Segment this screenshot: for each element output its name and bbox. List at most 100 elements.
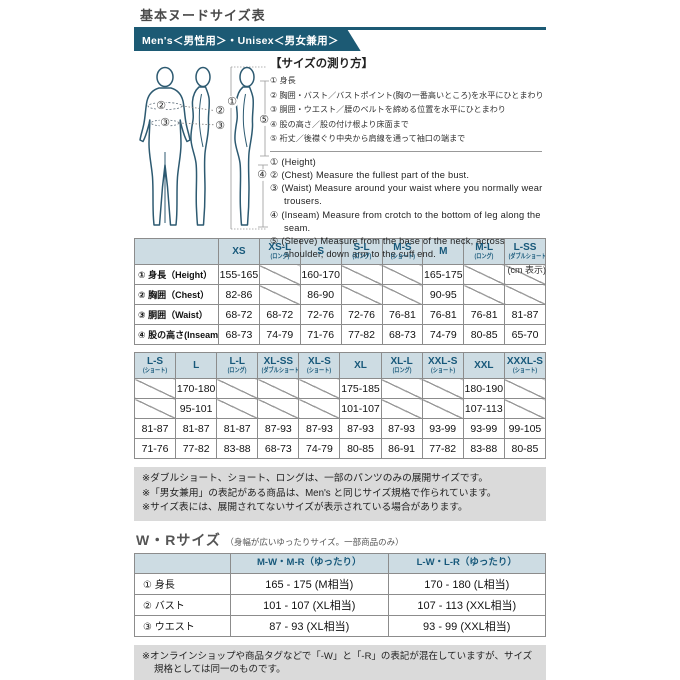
size-value-cell: 77-82 [421, 438, 464, 459]
size-value-cell: 76-81 [422, 304, 465, 325]
column-header: L-S (ショート) [133, 352, 177, 379]
wr-size-table: M-W・M-R（ゆったり） L-W・L-R（ゆったり） ① 身長 165 - 175 … [134, 552, 546, 637]
row-label: ① 身長（Height） [134, 264, 219, 285]
note-line: ※「男女兼用」の表記がある商品は、Men's と同じサイズ規格で作られています。 [142, 487, 497, 499]
empty-cell [504, 284, 546, 305]
size-value-cell: 101 - 107 (XL相当) [230, 593, 389, 616]
size-table-notes: ※ダブルショート、ショート、ロングは、一部のパンツのみの展開サイズです。 ※「男… [134, 467, 546, 521]
size-value-cell: 107 - 113 (XXL相当) [387, 593, 546, 616]
note-line: ※ダブルショート、ショート、ロングは、一部のパンツのみの展開サイズです。 [142, 473, 489, 484]
jp-step-sleeve: ⑤ 裄丈／後襟ぐり中央から肩線を通って袖口の端まで [270, 134, 466, 144]
table-row: ④ 股の高さ(Inseam) 68-73 74-79 71-76 77-82 68-73 7… [134, 324, 546, 345]
note-line: ※サイズ表には、展開されてないサイズが表示されている場合があります。 [142, 502, 468, 514]
empty-cell [340, 284, 383, 305]
row-label: ③ ウエスト [134, 614, 231, 637]
jp-step-chest: ② 胸囲・バスト／バストポイント(胸の一番高いところ)を水平にひとまわり [270, 90, 544, 100]
empty-cell [133, 398, 177, 419]
chest-connector-line [181, 105, 219, 112]
size-value-cell: 74-79 [258, 324, 301, 345]
size-value-cell: 68-72 [258, 304, 301, 325]
table-row: 71-76 77-82 83-88 68-73 74-79 80-85 86-91 77-82… [133, 438, 547, 459]
column-header: M-L (ロング) [463, 238, 506, 265]
instructions-japanese: ① 身長 ② 胸囲・バスト／バストポイント(胸の一番高いところ)を水平にひとまわ… [270, 74, 546, 147]
table-row: ③ 胴囲（Waist） 68-72 68-72 72-76 72-76 76-81 76-8… [134, 304, 546, 325]
size-value-cell: 90-95 [422, 284, 465, 305]
column-header: M-S (ショート) [381, 238, 424, 265]
column-header: XXL [462, 352, 505, 379]
size-value-cell: 93 - 99 (XXL相当) [387, 614, 546, 637]
table-row: ② バスト 101 - 107 (XL相当) 107 - 113 (XXL相当) [134, 593, 546, 616]
header-row: XS XS-L (ロング) S S-L (ロング) M-S (ショート) M M-L (ロング) L-… [134, 238, 546, 265]
height-marker: ① [226, 96, 238, 108]
size-value-cell: 86-90 [299, 284, 342, 305]
size-value-cell: 87 - 93 (XL相当) [230, 614, 389, 637]
table-row: 170-180 175-185 180-190 [133, 378, 547, 399]
jp-step-height: ① 身長 [270, 76, 296, 85]
size-value-cell: 107-113 [462, 398, 505, 419]
empty-cell [133, 378, 177, 399]
empty-cell [298, 378, 341, 399]
empty-cell [463, 264, 506, 285]
column-header: XL-SS (ダブルショート) [257, 352, 300, 379]
page-title: 基本ヌードサイズ表 [140, 8, 266, 23]
empty-cell [421, 378, 464, 399]
size-value-cell: 71-76 [133, 438, 177, 459]
en-step-sleeve: ⑤ (Sleeve) Measure from the base of the … [270, 235, 505, 260]
title-rule [134, 27, 546, 30]
column-header: L-SS (ダブルショート) [504, 238, 546, 265]
empty-cell [381, 264, 424, 285]
size-value-cell: 87-93 [257, 418, 300, 439]
en-step-inseam: ④ (Inseam) Measure from crotch to the bo… [270, 209, 541, 233]
empty-cell [381, 284, 424, 305]
empty-cell [298, 398, 341, 419]
size-value-cell: 76-81 [381, 304, 424, 325]
empty-cell [216, 398, 259, 419]
jp-step-inseam: ④ 股の高さ／股の付け根より床面まで [270, 119, 409, 129]
size-value-cell: 72-76 [299, 304, 342, 325]
column-header: XL-L (ロング) [380, 352, 423, 379]
front-figure [139, 66, 191, 226]
size-value-cell: 83-88 [462, 438, 505, 459]
size-value-cell: 68-72 [218, 304, 260, 325]
size-value-cell: 87-93 [339, 418, 382, 439]
en-step-waist: ③ (Waist) Measure around your waist wher… [270, 183, 543, 207]
empty-cell [257, 398, 300, 419]
size-value-cell: 175-185 [339, 378, 382, 399]
empty-cell [463, 284, 506, 305]
wr-size-heading: W・Rサイズ [136, 531, 221, 548]
mens-size-table-upper: XS XS-L (ロング) S S-L (ロング) M-S (ショート) M M-L (ロング) L-… [134, 238, 546, 345]
mens-size-table-lower: L-S (ショート) L L-L (ロング) XL-SS (ダブルショート) XL-S (ショー… [133, 352, 547, 459]
size-value-cell: 65-70 [504, 324, 546, 345]
column-header: M [422, 238, 465, 265]
column-header: XS [218, 238, 260, 265]
empty-cell [503, 378, 547, 399]
size-value-cell: 77-82 [340, 324, 383, 345]
empty-cell [504, 264, 546, 285]
chest-marker-front: ② [155, 100, 167, 112]
column-header: XXXL-S (ショート) [503, 352, 547, 379]
size-value-cell: 81-87 [175, 418, 218, 439]
size-value-cell: 93-99 [462, 418, 505, 439]
row-label: ③ 胴囲（Waist） [134, 304, 219, 325]
instructions-divider [270, 150, 542, 152]
unit-note: (cm 表示) [507, 265, 547, 276]
size-value-cell: 68-73 [257, 438, 300, 459]
empty-cell [340, 264, 383, 285]
empty-cell [257, 378, 300, 399]
chest-marker-side: ② [214, 105, 226, 117]
size-value-cell: 165-175 [422, 264, 465, 285]
size-value-cell: 170-180 [175, 378, 218, 399]
size-value-cell: 81-87 [133, 418, 177, 439]
table-row: 95-101 101-107 107-113 [133, 398, 547, 419]
empty-cell [258, 264, 301, 285]
sleeve-marker: ⑤ [258, 114, 270, 126]
column-header: M-W・M-R（ゆったり） [230, 552, 389, 574]
size-value-cell: 71-76 [299, 324, 342, 345]
column-header: L-L (ロング) [216, 352, 259, 379]
row-label: ④ 股の高さ(Inseam) [134, 324, 219, 345]
table-row: ① 身長（Height） 155-165 160-170 165-175 [134, 264, 546, 285]
size-value-cell: 72-76 [340, 304, 383, 325]
column-header: L-W・L-R（ゆったり） [387, 552, 546, 574]
empty-cell [503, 398, 547, 419]
